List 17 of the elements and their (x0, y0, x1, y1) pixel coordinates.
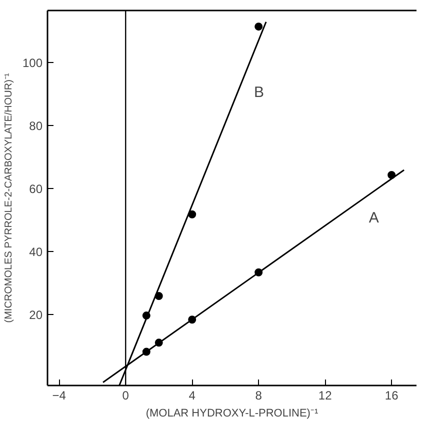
x-tick-label: −4 (52, 388, 66, 402)
point (254, 22, 263, 31)
x-tick-label: 12 (318, 388, 332, 402)
x-tick-label: 0 (122, 388, 130, 402)
x-tick-label: 4 (188, 388, 196, 402)
x-axis-title: (MOLAR HYDROXY-L-PROLINE)⁻¹ (146, 408, 318, 420)
y-tick-label: 20 (29, 308, 43, 322)
y-axis-title: (MICROMOLES PYRROLE-2-CARBOXYLATE/HOUR)⁻¹ (3, 72, 14, 323)
x-tick-label: 8 (255, 388, 262, 402)
y-tick-label: 60 (29, 182, 43, 196)
point (188, 210, 196, 218)
y-tick-label: 40 (29, 245, 43, 260)
series-label: B (254, 84, 264, 101)
series-label: A (368, 209, 379, 226)
x-tick-label: 16 (384, 388, 399, 402)
y-tick-label: 80 (29, 119, 43, 134)
y-tick-label: 100 (22, 56, 43, 70)
